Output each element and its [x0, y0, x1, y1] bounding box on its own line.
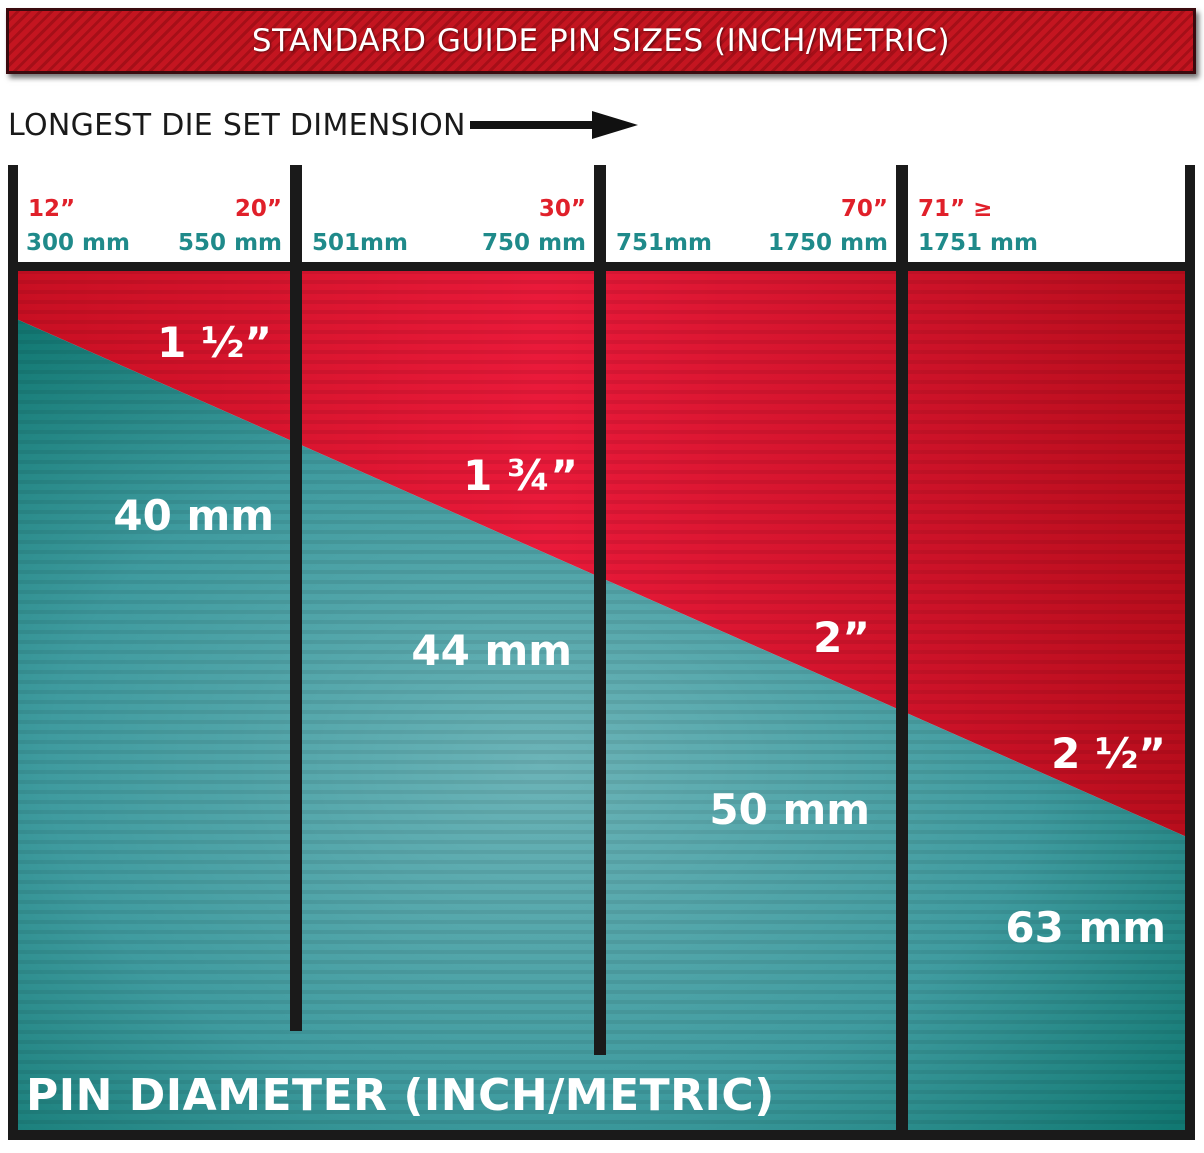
frame-right [1185, 165, 1195, 1140]
col1-inch-to: 20” [235, 196, 282, 222]
col4-inch-from: 71” ≥ [918, 196, 992, 222]
col2-pin-inch: 1 ¾” [463, 451, 578, 500]
footer-label: PIN DIAMETER (INCH/METRIC) [26, 1070, 775, 1121]
col4-pin-mm: 63 mm [1005, 903, 1166, 952]
col2-pin-mm: 44 mm [411, 626, 572, 675]
arrow-right-icon [470, 111, 638, 139]
frame-left [8, 165, 18, 1140]
col4-mm-from: 1751 mm [918, 230, 1038, 256]
col3-inch-to: 70” [841, 196, 888, 222]
col1-inch-from: 12” [28, 196, 75, 222]
title-banner: STANDARD GUIDE PIN SIZES (INCH/METRIC) [6, 8, 1196, 74]
col1-mm-from: 300 mm [26, 230, 130, 256]
column-divider-2 [594, 165, 606, 1055]
frame-bottom [8, 1130, 1195, 1140]
column-divider-1 [290, 165, 302, 1031]
col1-pin-mm: 40 mm [113, 491, 274, 540]
column-divider-3 [896, 165, 908, 1130]
axis-label: LONGEST DIE SET DIMENSION [8, 108, 466, 143]
col2-mm-from: 501mm [312, 230, 408, 256]
col1-mm-to: 550 mm [178, 230, 282, 256]
col3-mm-from: 751mm [616, 230, 712, 256]
col2-inch-to: 30” [539, 196, 586, 222]
col1-pin-inch: 1 ½” [157, 318, 272, 367]
chart-title: STANDARD GUIDE PIN SIZES (INCH/METRIC) [251, 23, 951, 59]
col3-pin-inch: 2” [813, 613, 870, 662]
col4-pin-inch: 2 ½” [1051, 729, 1166, 778]
col2-mm-to: 750 mm [482, 230, 586, 256]
col3-pin-mm: 50 mm [709, 785, 870, 834]
col3-mm-to: 1750 mm [768, 230, 888, 256]
